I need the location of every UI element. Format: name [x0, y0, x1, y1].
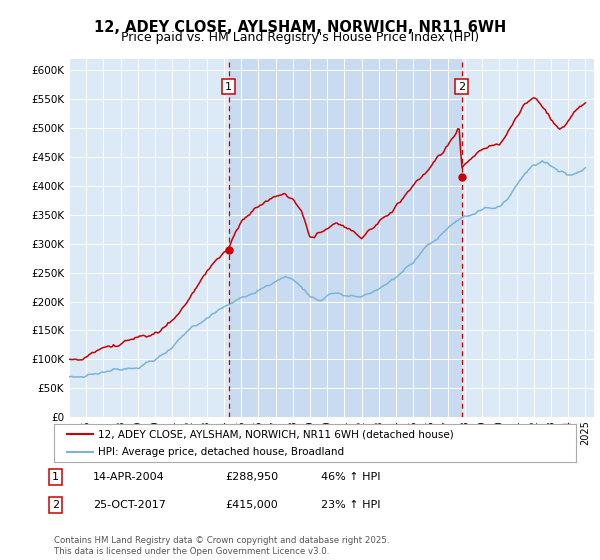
- Text: 2: 2: [52, 500, 59, 510]
- Text: Contains HM Land Registry data © Crown copyright and database right 2025.
This d: Contains HM Land Registry data © Crown c…: [54, 536, 389, 556]
- Text: 12, ADEY CLOSE, AYLSHAM, NORWICH, NR11 6WH: 12, ADEY CLOSE, AYLSHAM, NORWICH, NR11 6…: [94, 20, 506, 35]
- Text: 1: 1: [52, 472, 59, 482]
- Text: 1: 1: [225, 82, 232, 91]
- Text: 12, ADEY CLOSE, AYLSHAM, NORWICH, NR11 6WH (detached house): 12, ADEY CLOSE, AYLSHAM, NORWICH, NR11 6…: [98, 429, 454, 439]
- Bar: [229, 59, 462, 417]
- Text: 14-APR-2004: 14-APR-2004: [93, 472, 165, 482]
- Text: 46% ↑ HPI: 46% ↑ HPI: [321, 472, 380, 482]
- Text: £415,000: £415,000: [225, 500, 278, 510]
- Text: HPI: Average price, detached house, Broadland: HPI: Average price, detached house, Broa…: [98, 447, 344, 457]
- Text: 25-OCT-2017: 25-OCT-2017: [93, 500, 166, 510]
- Text: 23% ↑ HPI: 23% ↑ HPI: [321, 500, 380, 510]
- Text: £288,950: £288,950: [225, 472, 278, 482]
- Text: 2: 2: [458, 82, 466, 91]
- Text: Price paid vs. HM Land Registry's House Price Index (HPI): Price paid vs. HM Land Registry's House …: [121, 31, 479, 44]
